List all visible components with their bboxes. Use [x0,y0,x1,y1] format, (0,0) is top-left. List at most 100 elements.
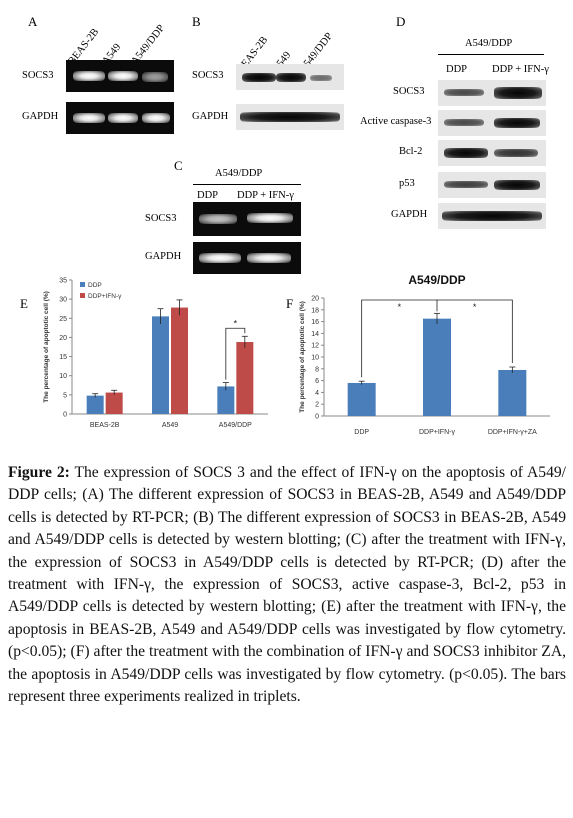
panel-d-letter: D [396,14,406,29]
bar [423,318,451,416]
y-tick-label: 16 [311,319,319,326]
panel-b-letter: B [192,14,201,29]
gel-band [247,253,291,263]
y-tick-label: 20 [311,296,319,303]
y-tick-label: 2 [315,402,319,409]
blot-band [240,112,340,122]
panel-d-blot-p53 [438,172,546,198]
panel-d-row-socs3: SOCS3 [393,86,425,97]
panel-d-row-gapdh: GAPDH [391,209,428,220]
panel-f-letter: F [286,296,294,311]
bar [236,342,254,414]
panel-c-group: A549/DDP [215,168,263,179]
panel-c-row-socs3: SOCS3 [145,213,177,224]
panel-d-row-bcl2: Bcl-2 [399,146,423,157]
y-tick-label: 6 [315,378,319,385]
panel-c-gel-gapdh [193,242,301,274]
blot-band [444,119,484,126]
panel-b-blot-gapdh [236,104,344,130]
y-tick-label: 5 [63,392,67,399]
panel-a-row-socs3: SOCS3 [22,70,54,81]
y-tick-label: 10 [311,355,319,362]
panel-d-blot-socs3 [438,80,546,106]
blot-band [276,73,306,82]
x-tick-label: DDP+IFN-γ [419,429,455,436]
chart-title: A549/DDP [408,273,465,287]
panel-d-blot-bcl2 [438,140,546,166]
gel-band [108,71,138,81]
panel-c-gel-socs3 [193,202,301,236]
y-tick-label: 0 [63,412,67,419]
panel-d-row-p53: p53 [399,178,415,189]
significance-star: * [473,302,477,312]
significance-bracket [361,299,438,378]
panel-a-letter: A [28,14,38,29]
y-tick-label: 15 [59,354,67,361]
y-tick-label: 35 [59,278,67,285]
y-tick-label: 20 [59,335,67,342]
legend-swatch [80,293,85,298]
gel-band [247,213,293,223]
panel-d-row-caspase3: Active caspase-3 [360,116,432,127]
panel-a-gel-socs3 [66,60,174,92]
bar [347,382,376,416]
blot-band [444,181,488,188]
blot-band [242,73,276,82]
significance-bracket [225,327,246,380]
panel-b-row-socs3: SOCS3 [192,70,224,81]
blot-band [444,89,484,96]
y-axis-label: The percentage of apoptotic cell (%) [299,301,306,413]
x-tick-label: A549/DDP [219,422,252,429]
panel-a-row-gapdh: GAPDH [22,111,59,122]
gel-band [199,214,237,224]
gel-band [108,113,138,123]
bar [86,395,104,414]
bar [105,392,123,414]
gel-band [199,253,241,263]
blot-band [494,149,538,157]
y-tick-label: 4 [315,390,319,397]
panel-a-gel-gapdh [66,102,174,134]
y-tick-label: 30 [59,297,67,304]
bar [171,307,188,414]
chart-e: 0 5 10 15 20 25 30 35 The percentage of apoptoti… [43,278,268,429]
blot-band [310,75,332,81]
gel-band [142,72,168,82]
significance-bracket [437,299,513,364]
legend-label: DDP+IFN-γ [88,293,122,300]
significance-star: * [398,302,402,312]
x-tick-label: DDP+IFN-γ+ZA [488,429,537,436]
gel-band [73,71,105,81]
figure-caption: Figure 2: The expression of SOCS 3 and t… [8,462,566,708]
panel-e-letter: E [20,296,28,311]
y-tick-label: 12 [311,343,319,350]
significance-star: * [234,318,238,328]
y-axis-label: The percentage of apoptotic cell (%) [43,291,50,403]
gel-band [73,113,105,123]
y-tick-label: 8 [315,366,319,373]
x-tick-label: A549 [162,422,178,429]
x-tick-label: BEAS-2B [90,422,120,429]
bar [217,386,235,414]
x-tick-label: DDP [354,429,369,436]
bar [498,369,527,416]
chart-f: A549/DDP 0 2 4 6 8 10 12 14 16 18 20 The percentage … [299,273,550,436]
blot-band [444,148,488,158]
y-tick-label: 10 [59,373,67,380]
panel-c-lane-ddp-ifn: DDP + IFN-γ [237,190,294,201]
panel-d-blot-gapdh [438,203,546,229]
y-tick-label: 25 [59,316,67,323]
blot-band [442,211,542,221]
gel-band [142,113,170,123]
panel-d-group-line [438,54,544,55]
panel-d-lane-ddp-ifn: DDP + IFN-γ [492,64,549,75]
caption-text: The expression of SOCS 3 and the effect … [8,464,567,706]
panel-d-lane-ddp: DDP [446,64,468,75]
panel-d-blot-caspase3 [438,110,546,136]
panel-c-group-line [193,184,301,185]
panel-c-letter: C [174,158,183,173]
blot-band [494,87,542,99]
y-tick-label: 0 [315,414,319,421]
y-tick-label: 14 [311,331,319,338]
bar [152,316,169,414]
